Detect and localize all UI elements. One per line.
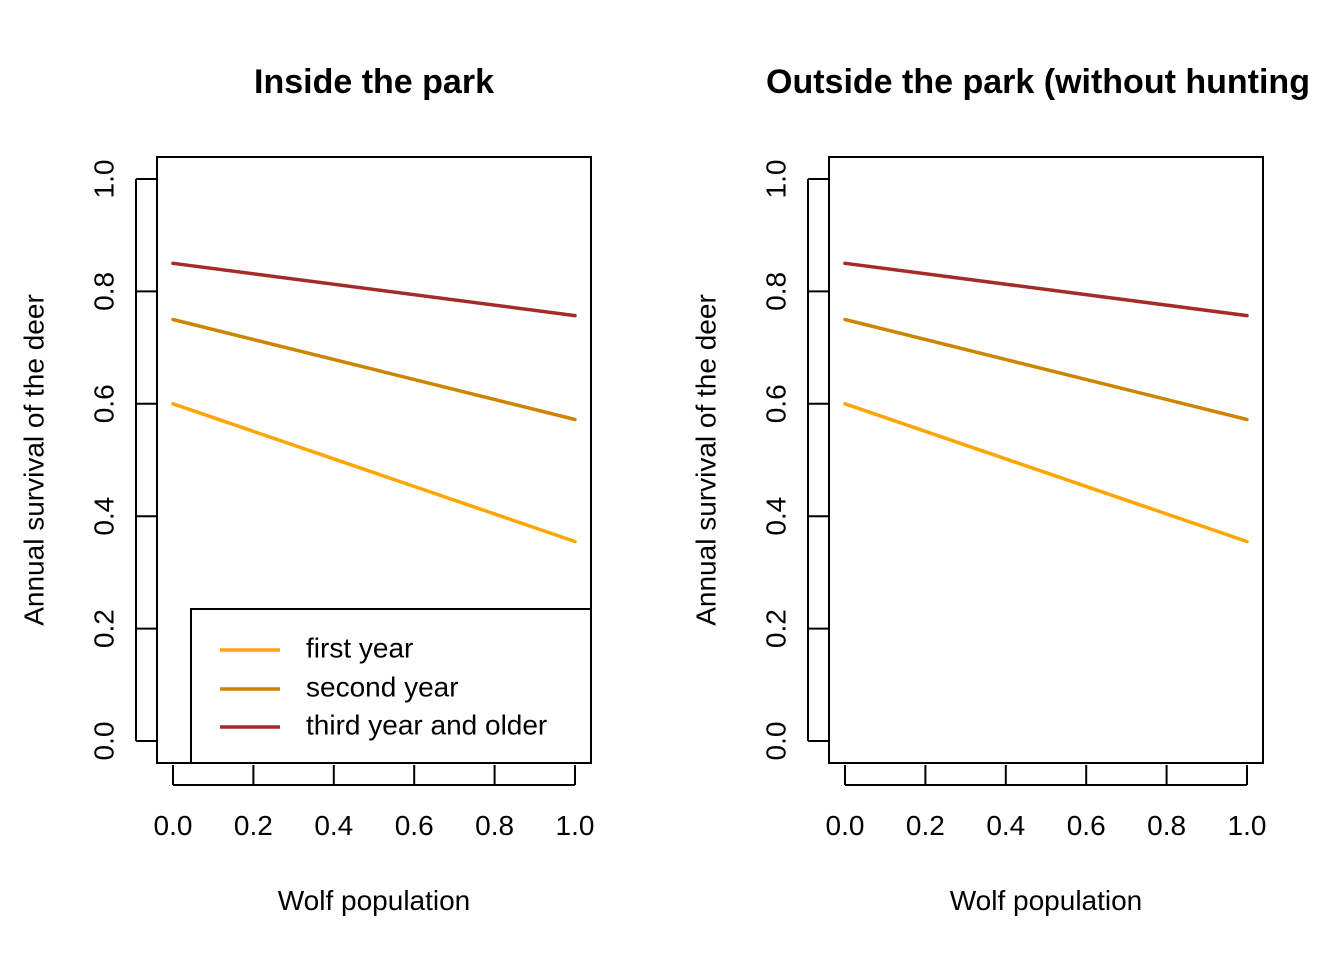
legend: first year second year third year and olde… (190, 608, 592, 764)
y-axis-label: Annual survival of the deer (690, 294, 721, 626)
plot-frame (828, 156, 1264, 764)
legend-label-2: second year (306, 671, 459, 702)
x-tick-label: 0.0 (826, 810, 865, 841)
series-line-1 (171, 402, 577, 544)
y-tick-label: 0.4 (88, 497, 119, 536)
series-line-3 (171, 261, 577, 318)
x-tick-label: 0.6 (395, 810, 434, 841)
series-line-1 (843, 402, 1249, 544)
legend-label-3: third year and older (306, 709, 547, 740)
y-tick-label: 0.2 (88, 609, 119, 648)
x-tick-label: 0.4 (986, 810, 1025, 841)
x-tick-label: 0.2 (234, 810, 273, 841)
x-tick-label: 0.8 (475, 810, 514, 841)
y-tick-label: 1.0 (88, 160, 119, 199)
y-tick-label: 1.0 (760, 160, 791, 199)
x-tick-label: 0.8 (1147, 810, 1186, 841)
x-axis-label: Wolf population (950, 885, 1143, 916)
x-tick-label: 0.2 (906, 810, 945, 841)
y-tick-label: 0.0 (88, 722, 119, 761)
y-tick-label: 0.0 (760, 722, 791, 761)
chart-panel-2: Outside the park (without hunting 0.0 0.2 0… (690, 63, 1310, 916)
series-line-2 (843, 317, 1249, 422)
x-tick-label: 1.0 (1228, 810, 1267, 841)
series-line-2 (171, 317, 577, 422)
y-tick-label: 0.8 (760, 272, 791, 311)
x-tick-label: 1.0 (556, 810, 595, 841)
y-tick-label: 0.6 (760, 384, 791, 423)
legend-label-1: first year (306, 632, 413, 663)
legend-box (190, 608, 592, 764)
y-tick-label: 0.6 (88, 384, 119, 423)
x-axis-label: Wolf population (278, 885, 471, 916)
chart-title: Inside the park (254, 63, 494, 101)
y-tick-label: 0.8 (88, 272, 119, 311)
y-tick-label: 0.4 (760, 497, 791, 536)
chart-title: Outside the park (without hunting (766, 63, 1310, 101)
x-tick-label: 0.6 (1067, 810, 1106, 841)
x-tick-label: 0.0 (154, 810, 193, 841)
y-axis-label: Annual survival of the deer (18, 294, 49, 626)
chart-panel-1: Inside the park 0.0 0.2 0.4 0.6 0.8 1.0 0.0 0.2 0… (18, 63, 594, 916)
y-tick-label: 0.2 (760, 609, 791, 648)
series-line-3 (843, 261, 1249, 318)
x-tick-label: 0.4 (314, 810, 353, 841)
